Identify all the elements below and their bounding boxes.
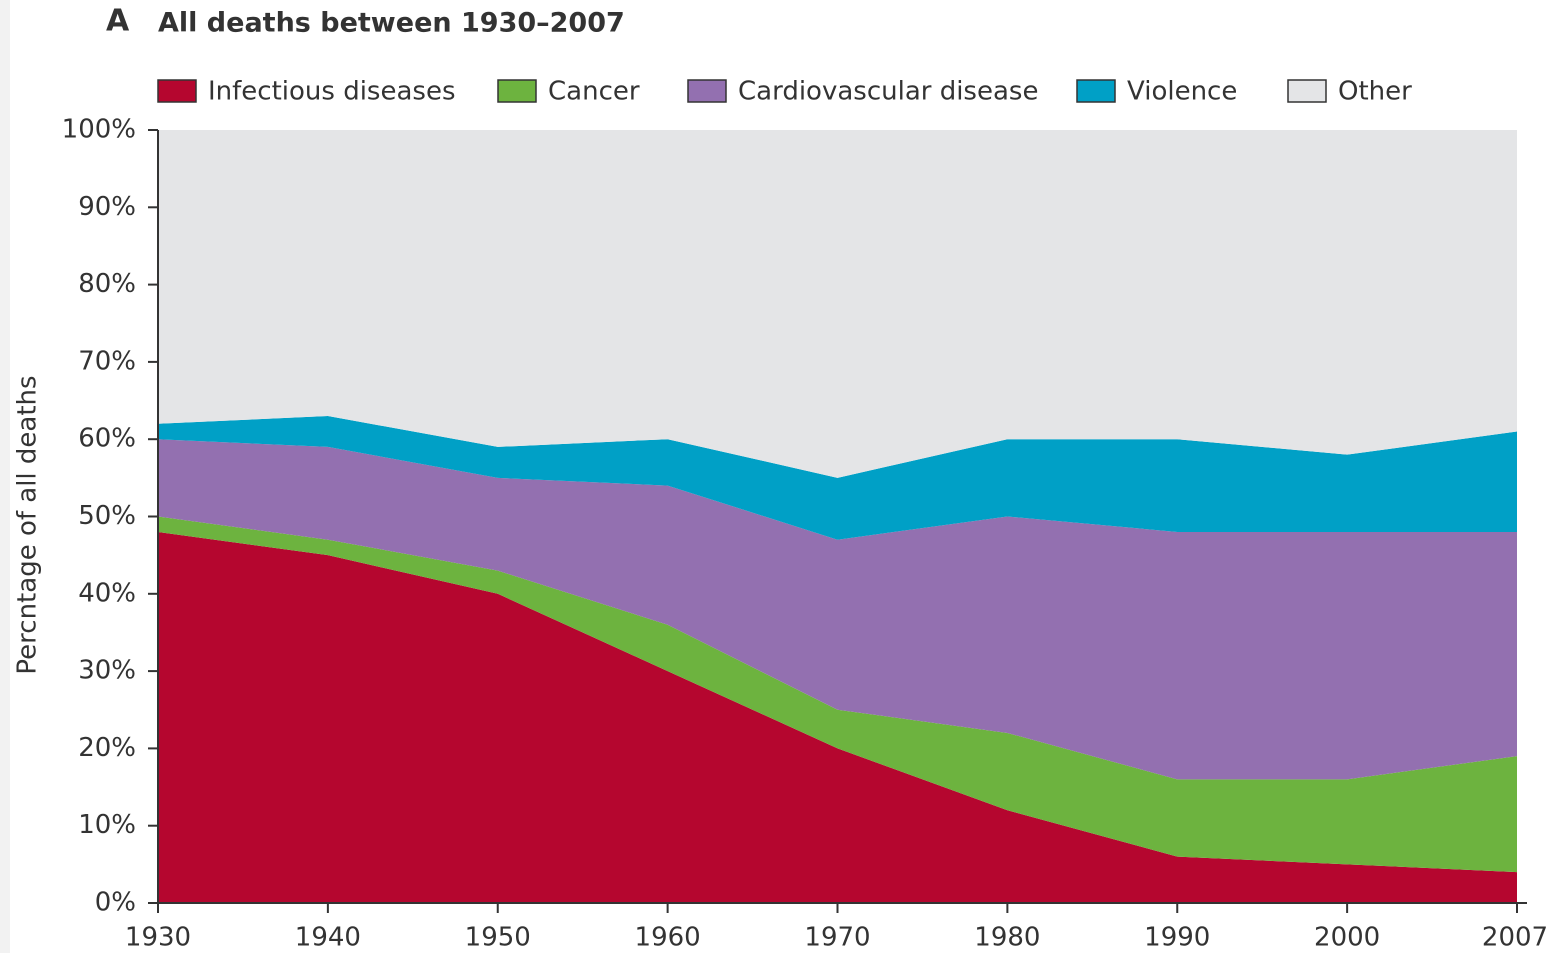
y-tick-label: 30% [78, 656, 136, 686]
y-tick-label: 40% [78, 578, 136, 608]
legend-label: Cancer [548, 77, 640, 107]
y-tick-label: 20% [78, 733, 136, 763]
y-tick-label: 70% [78, 346, 136, 376]
legend-swatch [1287, 79, 1327, 103]
area [158, 516, 1517, 873]
legend-swatch [1076, 79, 1116, 103]
x-tick-label: 1990 [1144, 923, 1210, 953]
legend-swatch [497, 79, 537, 103]
y-axis-label: Percntage of all deaths [13, 375, 43, 674]
x-tick-label: 1930 [125, 923, 191, 953]
panel-label: A [106, 4, 130, 39]
y-tick-label: 0% [95, 888, 136, 918]
area [158, 531, 1517, 903]
legend-label: Violence [1127, 77, 1237, 107]
y-tick-label: 10% [78, 810, 136, 840]
legend-label: Infectious diseases [208, 77, 456, 107]
y-tick-label: 80% [78, 269, 136, 299]
x-tick-label: 1960 [635, 923, 701, 953]
x-tick-label: 2000 [1314, 923, 1380, 953]
legend-label: Other [1338, 77, 1412, 107]
y-tick-label: 90% [78, 192, 136, 222]
x-tick-label: 1980 [974, 923, 1040, 953]
legend-swatch [157, 79, 197, 103]
y-tick-label: 50% [78, 501, 136, 531]
y-tick-label: 100% [62, 115, 136, 145]
x-tick-label: 1940 [295, 923, 361, 953]
x-tick-label: 1950 [465, 923, 531, 953]
area [158, 439, 1517, 780]
legend-label: Cardiovascular disease [738, 77, 1038, 107]
chart-title: All deaths between 1930–2007 [158, 8, 625, 39]
legend-swatch [687, 79, 727, 103]
y-tick-label: 60% [78, 424, 136, 454]
x-tick-label: 2007 [1482, 923, 1548, 953]
x-tick-label: 1970 [804, 923, 870, 953]
area [158, 130, 1517, 478]
